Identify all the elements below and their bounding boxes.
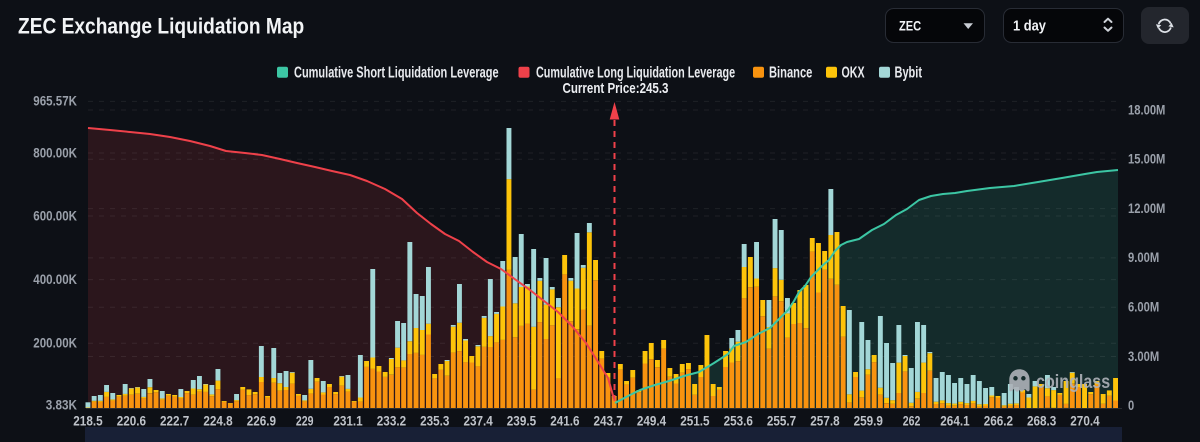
- svg-text:264.1: 264.1: [940, 413, 969, 429]
- svg-text:ZEC: ZEC: [899, 18, 921, 33]
- svg-text:0: 0: [1128, 398, 1134, 413]
- svg-text:800.00K: 800.00K: [33, 145, 77, 160]
- svg-text:Cumulative Long Liquidation Le: Cumulative Long Liquidation Leverage: [536, 64, 735, 81]
- svg-text:239.5: 239.5: [507, 413, 536, 429]
- svg-text:251.5: 251.5: [680, 413, 709, 429]
- svg-text:266.2: 266.2: [984, 413, 1013, 429]
- svg-text:3.83K: 3.83K: [46, 397, 77, 412]
- svg-text:12.00M: 12.00M: [1128, 201, 1165, 216]
- svg-text:233.2: 233.2: [377, 413, 406, 429]
- svg-text:253.6: 253.6: [724, 413, 753, 429]
- svg-text:270.4: 270.4: [1070, 413, 1099, 429]
- svg-text:400.00K: 400.00K: [33, 272, 77, 287]
- svg-text:OKX: OKX: [842, 64, 866, 81]
- svg-text:coinglass: coinglass: [1036, 371, 1110, 393]
- svg-text:9.00M: 9.00M: [1128, 250, 1159, 265]
- svg-text:600.00K: 600.00K: [33, 208, 77, 223]
- svg-text:Cumulative Short Liquidation L: Cumulative Short Liquidation Leverage: [294, 64, 499, 81]
- svg-text:243.7: 243.7: [594, 413, 623, 429]
- svg-text:226.9: 226.9: [247, 413, 276, 429]
- svg-text:222.7: 222.7: [160, 413, 189, 429]
- svg-text:224.8: 224.8: [203, 413, 232, 429]
- svg-text:229: 229: [296, 413, 314, 429]
- svg-text:268.3: 268.3: [1027, 413, 1056, 429]
- svg-text:Current Price:245.3: Current Price:245.3: [563, 80, 669, 97]
- svg-text:965.57K: 965.57K: [33, 94, 77, 109]
- svg-text:Binance: Binance: [769, 64, 813, 81]
- svg-text:259.9: 259.9: [854, 413, 883, 429]
- svg-text:218.5: 218.5: [73, 413, 102, 429]
- svg-text:241.6: 241.6: [550, 413, 579, 429]
- svg-text:200.00K: 200.00K: [33, 336, 77, 351]
- svg-text:6.00M: 6.00M: [1128, 300, 1159, 315]
- svg-text:262: 262: [903, 413, 921, 429]
- svg-text:231.1: 231.1: [333, 413, 362, 429]
- svg-text:237.4: 237.4: [464, 413, 493, 429]
- svg-text:3.00M: 3.00M: [1128, 349, 1159, 364]
- svg-text:1 day: 1 day: [1013, 19, 1046, 35]
- svg-text:18.00M: 18.00M: [1128, 102, 1165, 117]
- svg-text:ZEC Exchange Liquidation Map: ZEC Exchange Liquidation Map: [18, 14, 304, 39]
- svg-text:15.00M: 15.00M: [1128, 152, 1165, 167]
- svg-text:235.3: 235.3: [420, 413, 449, 429]
- svg-text:Bybit: Bybit: [895, 64, 923, 81]
- svg-text:255.7: 255.7: [767, 413, 796, 429]
- svg-text:220.6: 220.6: [117, 413, 146, 429]
- svg-text:257.8: 257.8: [810, 413, 839, 429]
- svg-text:249.4: 249.4: [637, 413, 666, 429]
